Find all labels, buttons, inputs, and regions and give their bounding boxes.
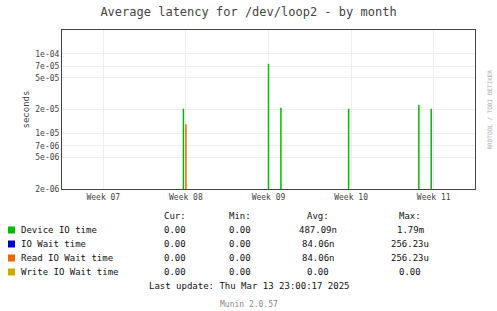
svg-text:7e-05: 7e-05 <box>35 62 59 71</box>
svg-text:Max:: Max: <box>399 211 421 221</box>
svg-text:2e-06: 2e-06 <box>35 185 59 194</box>
svg-text:Week 08: Week 08 <box>169 193 203 202</box>
svg-text:Munin 2.0.57: Munin 2.0.57 <box>220 300 278 309</box>
svg-text:0.00: 0.00 <box>164 225 186 235</box>
svg-text:0.00: 0.00 <box>307 267 329 277</box>
svg-text:2e-05: 2e-05 <box>35 105 59 114</box>
svg-text:Week 07: Week 07 <box>86 193 120 202</box>
svg-text:Write IO Wait time: Write IO Wait time <box>21 267 119 277</box>
svg-text:256.23u: 256.23u <box>391 253 429 263</box>
svg-text:Week 11: Week 11 <box>417 193 451 202</box>
svg-text:0.00: 0.00 <box>164 253 186 263</box>
svg-text:Device IO time: Device IO time <box>21 225 97 235</box>
svg-text:1.79m: 1.79m <box>397 225 424 235</box>
svg-text:256.23u: 256.23u <box>391 239 429 249</box>
svg-text:Read IO Wait time: Read IO Wait time <box>21 253 113 263</box>
svg-text:1e-04: 1e-04 <box>35 50 59 59</box>
svg-text:Last update: Thu Mar 13 23:00:: Last update: Thu Mar 13 23:00:17 2025 <box>149 281 349 291</box>
svg-text:Avg:: Avg: <box>307 211 329 221</box>
svg-text:0.00: 0.00 <box>164 267 186 277</box>
svg-text:84.06n: 84.06n <box>302 239 335 249</box>
svg-text:0.00: 0.00 <box>229 267 251 277</box>
svg-text:5e-06: 5e-06 <box>35 153 59 162</box>
svg-text:1e-05: 1e-05 <box>35 129 59 138</box>
svg-text:0.00: 0.00 <box>229 225 251 235</box>
svg-text:RRDTOOL / TOBI OETIKER: RRDTOOL / TOBI OETIKER <box>486 70 493 150</box>
svg-text:IO Wait time: IO Wait time <box>21 239 86 249</box>
svg-text:Week 09: Week 09 <box>252 193 286 202</box>
svg-text:Week 10: Week 10 <box>334 193 368 202</box>
svg-text:84.06n: 84.06n <box>302 253 335 263</box>
svg-text:seconds: seconds <box>21 91 31 129</box>
svg-text:5e-05: 5e-05 <box>35 74 59 83</box>
svg-text:0.00: 0.00 <box>229 253 251 263</box>
svg-text:Cur:: Cur: <box>164 211 186 221</box>
svg-text:0.00: 0.00 <box>399 267 421 277</box>
svg-text:Min:: Min: <box>229 211 251 221</box>
svg-text:Average latency for /dev/loop2: Average latency for /dev/loop2 - by mont… <box>100 5 396 19</box>
svg-text:7e-06: 7e-06 <box>35 142 59 151</box>
svg-text:0.00: 0.00 <box>164 239 186 249</box>
svg-text:487.09n: 487.09n <box>299 225 337 235</box>
svg-text:0.00: 0.00 <box>229 239 251 249</box>
